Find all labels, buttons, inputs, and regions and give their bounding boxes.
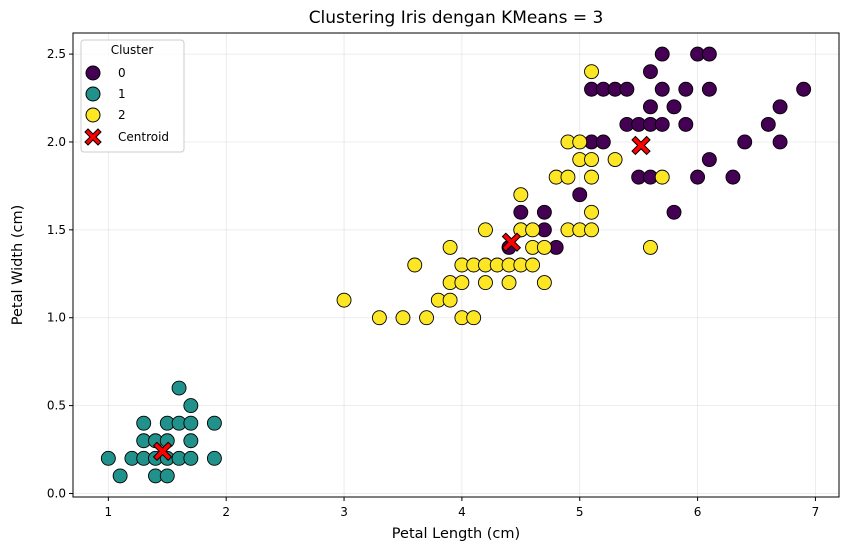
x-axis-label: Petal Length (cm) bbox=[392, 526, 520, 542]
legend-marker-centroid bbox=[84, 128, 102, 146]
data-point-cluster-0 bbox=[666, 99, 682, 115]
x-axis-ticks: 1 2 3 4 5 6 7 bbox=[105, 497, 820, 519]
data-point-cluster-2 bbox=[560, 169, 576, 185]
data-point-cluster-1 bbox=[171, 380, 187, 396]
x-tick-label: 4 bbox=[458, 505, 466, 519]
legend-marker-cluster-1 bbox=[85, 86, 101, 102]
legend-title: Cluster bbox=[111, 43, 154, 57]
x-tick-label: 3 bbox=[340, 505, 348, 519]
data-point-cluster-2 bbox=[654, 169, 670, 185]
legend: Cluster 0 1 2 Centroid bbox=[80, 39, 185, 153]
data-point-cluster-2 bbox=[584, 222, 599, 238]
data-point-cluster-1 bbox=[206, 415, 222, 431]
data-point-cluster-2 bbox=[371, 310, 387, 326]
data-point-cluster-0 bbox=[725, 169, 741, 185]
x-tick-label: 1 bbox=[105, 505, 113, 519]
data-point-cluster-1 bbox=[183, 415, 199, 431]
chart-title: Clustering Iris dengan KMeans = 3 bbox=[309, 8, 604, 28]
data-point-cluster-2 bbox=[501, 275, 517, 291]
data-point-cluster-2 bbox=[419, 310, 434, 326]
data-point-cluster-1 bbox=[159, 468, 175, 484]
data-point-cluster-0 bbox=[513, 204, 529, 220]
legend-label-cluster-0: 0 bbox=[118, 66, 126, 80]
data-point-cluster-0 bbox=[642, 99, 658, 115]
data-point-cluster-0 bbox=[619, 81, 635, 97]
data-point-cluster-0 bbox=[666, 204, 682, 220]
data-point-cluster-2 bbox=[454, 275, 470, 291]
data-point-cluster-1 bbox=[112, 468, 128, 484]
data-point-cluster-0 bbox=[595, 134, 611, 150]
data-point-cluster-0 bbox=[678, 81, 694, 97]
data-point-cluster-2 bbox=[584, 204, 599, 220]
data-point-cluster-0 bbox=[536, 204, 552, 220]
data-point-cluster-2 bbox=[336, 292, 352, 308]
legend-box bbox=[80, 39, 185, 153]
data-point-cluster-2 bbox=[513, 187, 529, 203]
y-tick-label: 0.5 bbox=[47, 399, 66, 413]
data-point-cluster-0 bbox=[654, 81, 670, 97]
y-tick-label: 0.0 bbox=[47, 486, 66, 500]
data-point-cluster-1 bbox=[183, 433, 199, 449]
data-point-cluster-2 bbox=[536, 275, 552, 291]
data-point-cluster-0 bbox=[690, 169, 706, 185]
data-point-cluster-0 bbox=[654, 116, 670, 132]
data-point-cluster-2 bbox=[536, 239, 552, 255]
data-point-cluster-2 bbox=[525, 222, 541, 238]
y-axis-ticks: 0.0 0.5 1.0 1.5 2.0 2.5 bbox=[47, 47, 73, 500]
data-point-cluster-0 bbox=[772, 134, 788, 150]
data-point-cluster-1 bbox=[183, 398, 199, 414]
data-point-cluster-2 bbox=[407, 257, 423, 273]
data-points bbox=[100, 46, 812, 484]
data-point-cluster-2 bbox=[442, 239, 458, 255]
data-point-cluster-2 bbox=[572, 134, 588, 150]
x-tick-label: 2 bbox=[222, 505, 230, 519]
data-point-cluster-1 bbox=[183, 450, 199, 466]
y-axis-label: Petal Width (cm) bbox=[10, 205, 26, 326]
y-tick-label: 2.0 bbox=[47, 135, 66, 149]
y-tick-label: 2.5 bbox=[47, 47, 66, 61]
data-point-cluster-0 bbox=[760, 116, 776, 132]
data-point-cluster-0 bbox=[701, 46, 717, 62]
data-point-cluster-0 bbox=[796, 81, 812, 97]
data-point-cluster-0 bbox=[772, 99, 788, 115]
data-point-cluster-0 bbox=[737, 134, 753, 150]
x-tick-label: 5 bbox=[576, 505, 584, 519]
data-point-cluster-1 bbox=[206, 450, 222, 466]
legend-marker-cluster-0 bbox=[85, 65, 101, 81]
legend-label-centroid: Centroid bbox=[118, 130, 169, 144]
centroid-marker bbox=[501, 232, 522, 252]
data-point-cluster-2 bbox=[525, 257, 541, 273]
data-point-cluster-2 bbox=[584, 64, 599, 80]
data-point-cluster-2 bbox=[478, 275, 493, 291]
data-point-cluster-1 bbox=[100, 450, 116, 466]
data-point-cluster-2 bbox=[642, 239, 658, 255]
plot-frame bbox=[72, 32, 840, 498]
legend-label-cluster-2: 2 bbox=[118, 108, 126, 122]
y-tick-label: 1.5 bbox=[47, 223, 66, 237]
data-point-cluster-2 bbox=[395, 310, 411, 326]
centroid-marker bbox=[631, 135, 651, 156]
legend-label-cluster-1: 1 bbox=[118, 87, 126, 101]
data-point-cluster-2 bbox=[442, 292, 458, 308]
centroid-markers bbox=[152, 135, 651, 462]
data-point-cluster-2 bbox=[466, 310, 482, 326]
data-point-cluster-0 bbox=[572, 187, 588, 203]
data-point-cluster-0 bbox=[654, 46, 670, 62]
y-tick-label: 1.0 bbox=[47, 311, 66, 325]
data-point-cluster-0 bbox=[701, 81, 717, 97]
legend-marker-cluster-2 bbox=[85, 107, 101, 123]
data-point-cluster-0 bbox=[678, 116, 694, 132]
data-point-cluster-1 bbox=[136, 415, 152, 431]
data-point-cluster-0 bbox=[701, 152, 717, 167]
data-point-cluster-2 bbox=[584, 169, 599, 185]
centroid-marker bbox=[152, 441, 173, 462]
data-point-cluster-0 bbox=[642, 64, 658, 80]
x-tick-label: 7 bbox=[812, 505, 820, 519]
data-point-cluster-2 bbox=[478, 222, 493, 238]
data-point-cluster-2 bbox=[584, 152, 599, 167]
x-tick-label: 6 bbox=[694, 505, 702, 519]
data-point-cluster-2 bbox=[607, 152, 623, 167]
